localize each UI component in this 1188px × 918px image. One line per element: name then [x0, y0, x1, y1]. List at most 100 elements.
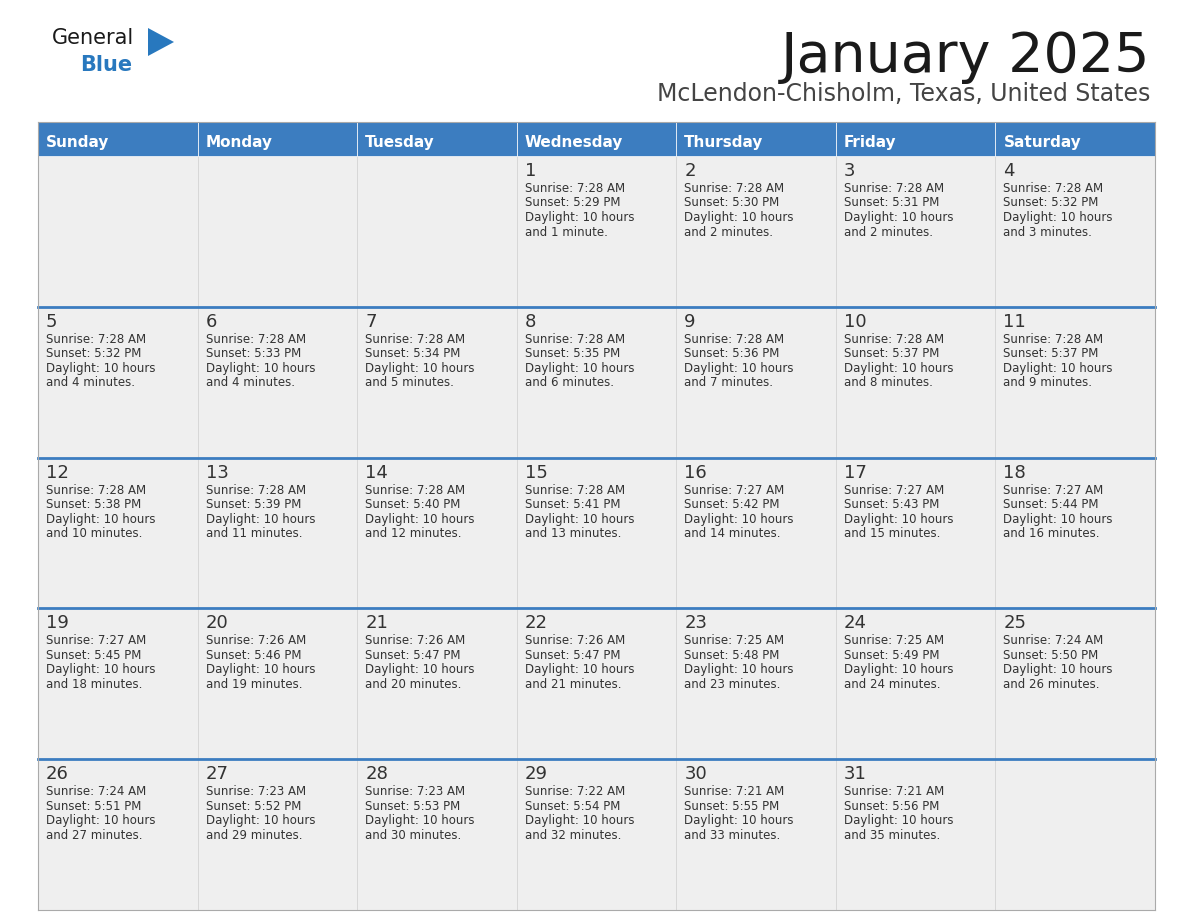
- Text: Sunrise: 7:26 AM: Sunrise: 7:26 AM: [365, 634, 466, 647]
- Text: Sunrise: 7:25 AM: Sunrise: 7:25 AM: [843, 634, 944, 647]
- Text: Daylight: 10 hours: Daylight: 10 hours: [843, 512, 953, 526]
- Bar: [38, 759, 197, 910]
- Text: Sunrise: 7:23 AM: Sunrise: 7:23 AM: [365, 785, 466, 798]
- Text: 3: 3: [843, 162, 855, 180]
- Text: 30: 30: [684, 766, 707, 783]
- Text: Sunrise: 7:28 AM: Sunrise: 7:28 AM: [525, 182, 625, 195]
- Bar: [996, 307, 1155, 457]
- Text: Sunrise: 7:28 AM: Sunrise: 7:28 AM: [365, 333, 466, 346]
- Bar: [38, 307, 197, 457]
- Text: Sunset: 5:44 PM: Sunset: 5:44 PM: [1004, 498, 1099, 511]
- Bar: [836, 307, 996, 457]
- Text: Sunrise: 7:28 AM: Sunrise: 7:28 AM: [843, 182, 944, 195]
- Text: and 11 minutes.: and 11 minutes.: [206, 527, 302, 540]
- Text: 7: 7: [365, 313, 377, 330]
- Bar: [197, 609, 358, 759]
- Text: 24: 24: [843, 614, 867, 633]
- Text: 25: 25: [1004, 614, 1026, 633]
- Bar: [836, 759, 996, 910]
- Text: Sunset: 5:52 PM: Sunset: 5:52 PM: [206, 800, 301, 812]
- Text: and 29 minutes.: and 29 minutes.: [206, 829, 302, 842]
- Text: Sunrise: 7:26 AM: Sunrise: 7:26 AM: [525, 634, 625, 647]
- Text: Sunset: 5:46 PM: Sunset: 5:46 PM: [206, 649, 301, 662]
- Text: Daylight: 10 hours: Daylight: 10 hours: [684, 664, 794, 677]
- Text: Daylight: 10 hours: Daylight: 10 hours: [365, 814, 475, 827]
- Text: and 32 minutes.: and 32 minutes.: [525, 829, 621, 842]
- Bar: [836, 156, 996, 307]
- Text: Sunrise: 7:28 AM: Sunrise: 7:28 AM: [1004, 333, 1104, 346]
- Text: Daylight: 10 hours: Daylight: 10 hours: [206, 512, 315, 526]
- Bar: [197, 307, 358, 457]
- Text: Sunrise: 7:28 AM: Sunrise: 7:28 AM: [843, 333, 944, 346]
- Bar: [676, 457, 836, 609]
- Text: and 16 minutes.: and 16 minutes.: [1004, 527, 1100, 540]
- Text: and 23 minutes.: and 23 minutes.: [684, 677, 781, 691]
- Text: Sunrise: 7:27 AM: Sunrise: 7:27 AM: [684, 484, 784, 497]
- Text: Sunset: 5:40 PM: Sunset: 5:40 PM: [365, 498, 461, 511]
- Text: 26: 26: [46, 766, 69, 783]
- Text: Sunrise: 7:28 AM: Sunrise: 7:28 AM: [206, 484, 305, 497]
- Text: Daylight: 10 hours: Daylight: 10 hours: [206, 362, 315, 375]
- Text: Sunrise: 7:28 AM: Sunrise: 7:28 AM: [525, 484, 625, 497]
- Text: 9: 9: [684, 313, 696, 330]
- Text: Daylight: 10 hours: Daylight: 10 hours: [843, 664, 953, 677]
- Text: and 5 minutes.: and 5 minutes.: [365, 376, 454, 389]
- Bar: [676, 156, 836, 307]
- Text: Daylight: 10 hours: Daylight: 10 hours: [843, 211, 953, 224]
- Text: Sunset: 5:31 PM: Sunset: 5:31 PM: [843, 196, 940, 209]
- Text: and 1 minute.: and 1 minute.: [525, 226, 607, 239]
- Text: 12: 12: [46, 464, 69, 482]
- Text: 31: 31: [843, 766, 867, 783]
- Text: Daylight: 10 hours: Daylight: 10 hours: [1004, 664, 1113, 677]
- Text: Daylight: 10 hours: Daylight: 10 hours: [684, 512, 794, 526]
- Text: Sunrise: 7:27 AM: Sunrise: 7:27 AM: [843, 484, 944, 497]
- Text: Blue: Blue: [80, 55, 132, 75]
- Text: Sunrise: 7:28 AM: Sunrise: 7:28 AM: [684, 333, 784, 346]
- Text: Daylight: 10 hours: Daylight: 10 hours: [843, 814, 953, 827]
- Text: 21: 21: [365, 614, 388, 633]
- Bar: [517, 156, 676, 307]
- Text: 15: 15: [525, 464, 548, 482]
- Text: and 4 minutes.: and 4 minutes.: [46, 376, 135, 389]
- Text: Sunset: 5:30 PM: Sunset: 5:30 PM: [684, 196, 779, 209]
- Text: 14: 14: [365, 464, 388, 482]
- Text: Daylight: 10 hours: Daylight: 10 hours: [525, 362, 634, 375]
- Text: 16: 16: [684, 464, 707, 482]
- Bar: [836, 457, 996, 609]
- Text: Sunset: 5:47 PM: Sunset: 5:47 PM: [525, 649, 620, 662]
- Bar: [676, 609, 836, 759]
- Bar: [836, 609, 996, 759]
- Text: 10: 10: [843, 313, 866, 330]
- Bar: [996, 759, 1155, 910]
- Text: and 6 minutes.: and 6 minutes.: [525, 376, 614, 389]
- Text: 8: 8: [525, 313, 536, 330]
- Text: and 3 minutes.: and 3 minutes.: [1004, 226, 1092, 239]
- Text: General: General: [52, 28, 134, 48]
- Text: and 30 minutes.: and 30 minutes.: [365, 829, 461, 842]
- Bar: [38, 122, 197, 156]
- Text: and 26 minutes.: and 26 minutes.: [1004, 677, 1100, 691]
- Text: Sunrise: 7:23 AM: Sunrise: 7:23 AM: [206, 785, 305, 798]
- Text: Daylight: 10 hours: Daylight: 10 hours: [46, 362, 156, 375]
- Text: Daylight: 10 hours: Daylight: 10 hours: [1004, 211, 1113, 224]
- Text: Sunset: 5:32 PM: Sunset: 5:32 PM: [46, 347, 141, 360]
- Text: and 21 minutes.: and 21 minutes.: [525, 677, 621, 691]
- Text: Daylight: 10 hours: Daylight: 10 hours: [365, 362, 475, 375]
- Text: Sunrise: 7:27 AM: Sunrise: 7:27 AM: [1004, 484, 1104, 497]
- Text: Sunset: 5:32 PM: Sunset: 5:32 PM: [1004, 196, 1099, 209]
- Text: Sunset: 5:42 PM: Sunset: 5:42 PM: [684, 498, 779, 511]
- Text: Daylight: 10 hours: Daylight: 10 hours: [1004, 362, 1113, 375]
- Text: Sunset: 5:35 PM: Sunset: 5:35 PM: [525, 347, 620, 360]
- Text: Daylight: 10 hours: Daylight: 10 hours: [525, 664, 634, 677]
- Text: Sunrise: 7:28 AM: Sunrise: 7:28 AM: [46, 484, 146, 497]
- Text: Sunday: Sunday: [46, 135, 109, 150]
- Text: Sunset: 5:54 PM: Sunset: 5:54 PM: [525, 800, 620, 812]
- Text: 29: 29: [525, 766, 548, 783]
- Text: Sunrise: 7:28 AM: Sunrise: 7:28 AM: [365, 484, 466, 497]
- Text: Sunrise: 7:28 AM: Sunrise: 7:28 AM: [46, 333, 146, 346]
- Text: 6: 6: [206, 313, 217, 330]
- Text: 19: 19: [46, 614, 69, 633]
- Bar: [358, 457, 517, 609]
- Text: Daylight: 10 hours: Daylight: 10 hours: [843, 362, 953, 375]
- Bar: [517, 759, 676, 910]
